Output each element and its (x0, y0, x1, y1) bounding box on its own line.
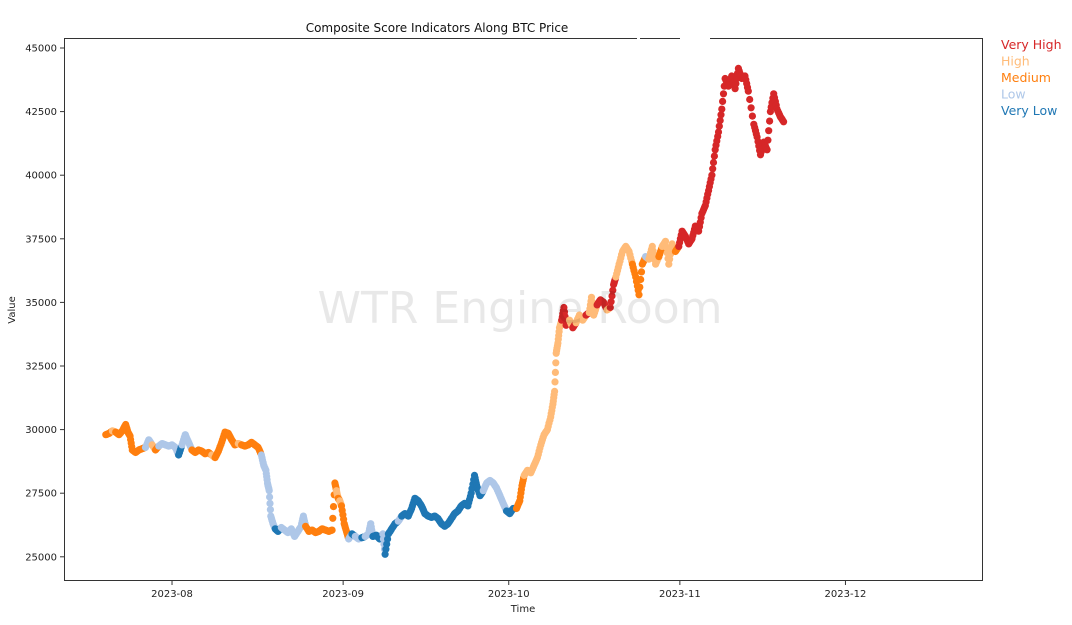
y-tick-label: 30000 (25, 425, 57, 436)
y-tick-label: 27500 (25, 489, 57, 500)
data-point-medium (637, 275, 645, 284)
data-point-low (266, 499, 274, 507)
y-tick-label: 37500 (25, 234, 57, 245)
data-point-high (551, 387, 559, 395)
x-tick-label: 2023-10 (488, 589, 530, 600)
legend-item-low: Low (1001, 87, 1026, 102)
x-axis-label: Time (510, 604, 535, 615)
y-axis: 25000 27500 30000 32500 35000 37500 40000 42500… (25, 44, 65, 563)
data-point-very-high (708, 171, 716, 179)
data-point-very-high (717, 111, 725, 119)
data-point-very-high (606, 303, 614, 312)
legend-item-high: High (1001, 54, 1030, 69)
data-point-high (551, 378, 559, 386)
x-tick-label: 2023-11 (659, 589, 701, 600)
y-tick-label: 35000 (25, 298, 57, 309)
y-tick-label: 32500 (25, 362, 57, 373)
y-tick-label: 45000 (25, 44, 57, 55)
data-point-medium (328, 526, 336, 534)
x-tick-label: 2023-12 (825, 589, 867, 600)
data-point-very-high (763, 146, 771, 154)
data-point-very-high (607, 298, 615, 306)
data-point-medium (329, 514, 337, 522)
data-point-medium (636, 283, 644, 291)
data-point-very-high (719, 90, 728, 98)
x-axis: 2023-08 2023-09 2023-10 2023-11 2023-12 (151, 581, 866, 600)
data-point-very-high (714, 128, 723, 136)
data-point-very-high (744, 87, 752, 95)
x-tick-label: 2023-09 (322, 589, 364, 600)
data-point-very-high (715, 122, 723, 130)
y-axis-label: Value (7, 296, 18, 323)
data-point-very-high (709, 165, 717, 173)
chart-title: Composite Score Indicators Along BTC Pri… (306, 21, 569, 35)
data-point-very-high (716, 116, 724, 125)
axes-frame (64, 38, 983, 581)
data-point-very-high (746, 95, 754, 104)
y-tick-label: 42500 (25, 107, 57, 118)
points-layer (102, 64, 788, 558)
watermark: WTR Engine Room (317, 283, 722, 334)
data-point-low (266, 506, 274, 514)
data-point-high (552, 359, 560, 367)
x-tick-label: 2023-08 (151, 589, 193, 600)
data-point-very-high (608, 292, 616, 300)
data-point-very-high (766, 117, 774, 125)
data-point-medium (329, 503, 338, 511)
data-point-very-high (747, 104, 755, 112)
data-point-medium (637, 268, 646, 276)
legend-item-medium: Medium (1001, 70, 1051, 85)
data-point-medium (635, 291, 643, 299)
data-point-very-high (718, 105, 726, 113)
legend-item-very-low: Very Low (1001, 103, 1057, 118)
data-point-low (266, 493, 274, 501)
data-point-very-high (764, 136, 772, 144)
data-point-very-high (710, 152, 719, 160)
y-tick-label: 25000 (25, 552, 57, 563)
data-point-high (661, 237, 670, 245)
data-point-high (551, 368, 560, 376)
data-point-very-high (719, 97, 727, 105)
data-point-low (265, 487, 273, 495)
data-point-very-high (709, 158, 718, 167)
y-tick-label: 40000 (25, 171, 57, 182)
data-point-very-high (780, 118, 788, 126)
data-point-very-high (765, 127, 773, 135)
data-point-very-high (609, 286, 617, 294)
data-point-very-high (748, 112, 757, 120)
legend-item-very-high: Very High (1001, 37, 1062, 52)
